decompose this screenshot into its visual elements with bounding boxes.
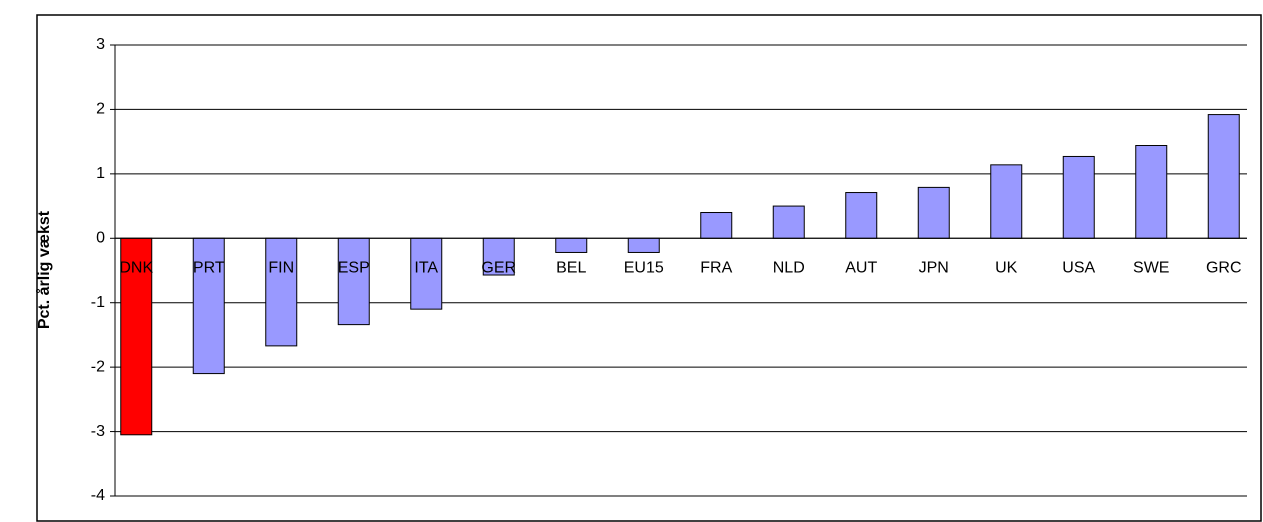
bar (627, 237, 660, 253)
y-tick-label: -2 (91, 358, 105, 375)
y-tick-label: 2 (96, 101, 105, 118)
bar (1135, 145, 1168, 239)
x-tick-label: AUT (845, 260, 877, 277)
x-tick-label: ITA (414, 260, 438, 277)
bar (555, 237, 588, 253)
x-tick-label: DNK (119, 260, 153, 277)
bar (700, 212, 733, 239)
bar (410, 237, 443, 310)
bar (337, 237, 370, 326)
bar (990, 164, 1023, 239)
x-tick-label: EU15 (624, 260, 664, 277)
x-tick-label: JPN (919, 260, 949, 277)
bar (772, 205, 805, 239)
x-tick-label: SWE (1133, 260, 1169, 277)
y-tick-label: -1 (91, 294, 105, 311)
y-tick-label: -4 (91, 487, 105, 504)
x-tick-label: PRT (193, 260, 225, 277)
bar (917, 186, 950, 239)
y-axis-label: Pct. årlig vækst (35, 210, 53, 329)
x-tick-label: UK (995, 260, 1018, 277)
bar (1207, 114, 1240, 239)
x-tick-label: NLD (773, 260, 805, 277)
x-tick-label: GRC (1206, 260, 1242, 277)
x-tick-label: FRA (700, 260, 732, 277)
y-tick-label: 0 (96, 230, 105, 247)
y-tick-label: -3 (91, 423, 105, 440)
bar (265, 237, 298, 347)
y-tick-label: 3 (96, 36, 105, 53)
bar (482, 237, 515, 276)
bar (845, 192, 878, 239)
y-tick-label: 1 (96, 165, 105, 182)
x-tick-label: USA (1062, 260, 1095, 277)
bar (192, 237, 225, 375)
x-tick-label: ESP (338, 260, 370, 277)
chart-frame (36, 14, 1262, 522)
x-tick-label: BEL (556, 260, 586, 277)
bar (1062, 155, 1095, 239)
x-tick-label: FIN (268, 260, 294, 277)
bar (120, 237, 153, 436)
x-tick-label: GER (481, 260, 516, 277)
